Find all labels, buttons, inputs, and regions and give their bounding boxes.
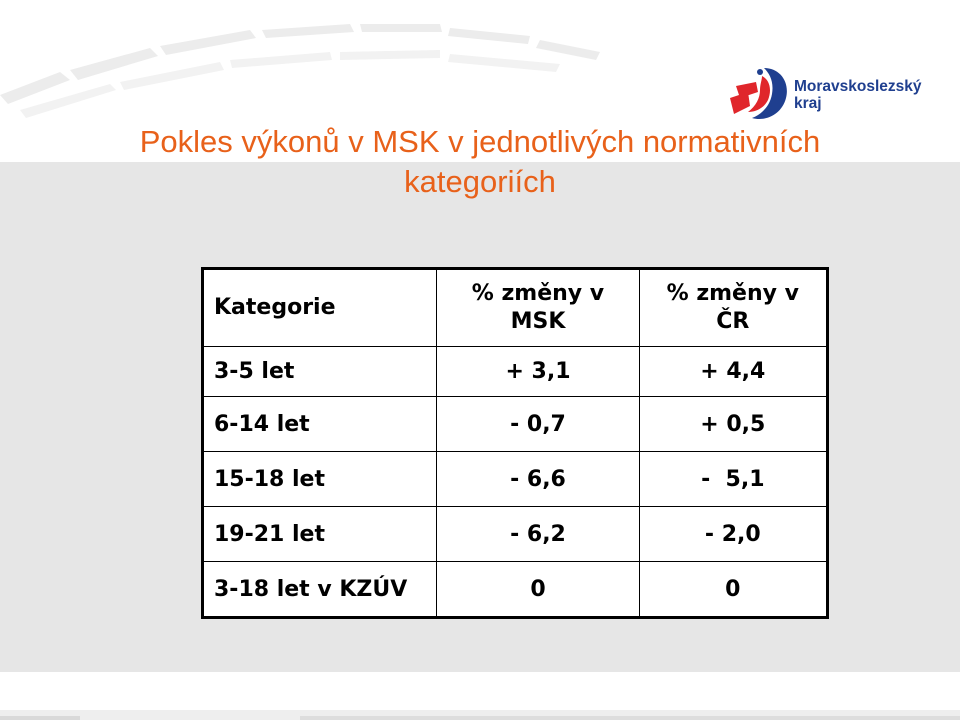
table-row: 19-21 let - 6,2 - 2,0: [201, 506, 829, 562]
table-row: 3-18 let v KZÚV 0 0: [201, 561, 829, 618]
header-swoosh-decoration: [0, 24, 600, 118]
region-name: Moravskoslezský kraj: [794, 78, 922, 112]
region-name-line-1: Moravskoslezský: [794, 78, 922, 95]
row-category: 6-14 let: [201, 396, 438, 452]
row-msk-value: - 6,2: [436, 506, 640, 562]
performance-change-table: Kategorie % změny v MSK % změny v ČR 3-5…: [201, 267, 829, 619]
region-emblem-icon: [730, 68, 787, 120]
row-category: 15-18 let: [201, 451, 438, 507]
row-msk-value: + 3,1: [436, 346, 640, 397]
row-cr-value: + 0,5: [638, 396, 829, 452]
page-title-line-1: Pokles výkonů v MSK v jednotlivých norma…: [139, 124, 821, 159]
page-title-line-2: kategoriích: [404, 164, 556, 199]
table-row: 15-18 let - 6,6 - 5,1: [201, 451, 829, 507]
row-cr-value: - 5,1: [638, 451, 829, 507]
region-logo: Moravskoslezský kraj: [726, 62, 926, 124]
row-msk-value: - 6,6: [436, 451, 640, 507]
table-row: 3-5 let + 3,1 + 4,4: [201, 346, 829, 397]
header-cr-change: % změny v ČR: [638, 268, 829, 347]
row-category: 3-5 let: [201, 346, 438, 397]
row-category: 3-18 let v KZÚV: [201, 561, 438, 618]
row-category: 19-21 let: [201, 506, 438, 562]
row-msk-value: - 0,7: [436, 396, 640, 452]
table-header-row: Kategorie % změny v MSK % změny v ČR: [201, 268, 829, 347]
table-row: 6-14 let - 0,7 + 0,5: [201, 396, 829, 452]
region-name-line-2: kraj: [794, 95, 822, 112]
row-cr-value: - 2,0: [638, 506, 829, 562]
row-cr-value: + 4,4: [638, 346, 829, 397]
row-msk-value: 0: [436, 561, 640, 618]
footer-decoration: [0, 710, 960, 720]
row-cr-value: 0: [638, 561, 829, 618]
page-title: Pokles výkonů v MSK v jednotlivých norma…: [40, 122, 920, 202]
header-category: Kategorie: [201, 268, 438, 347]
header-msk-change: % změny v MSK: [436, 268, 640, 347]
